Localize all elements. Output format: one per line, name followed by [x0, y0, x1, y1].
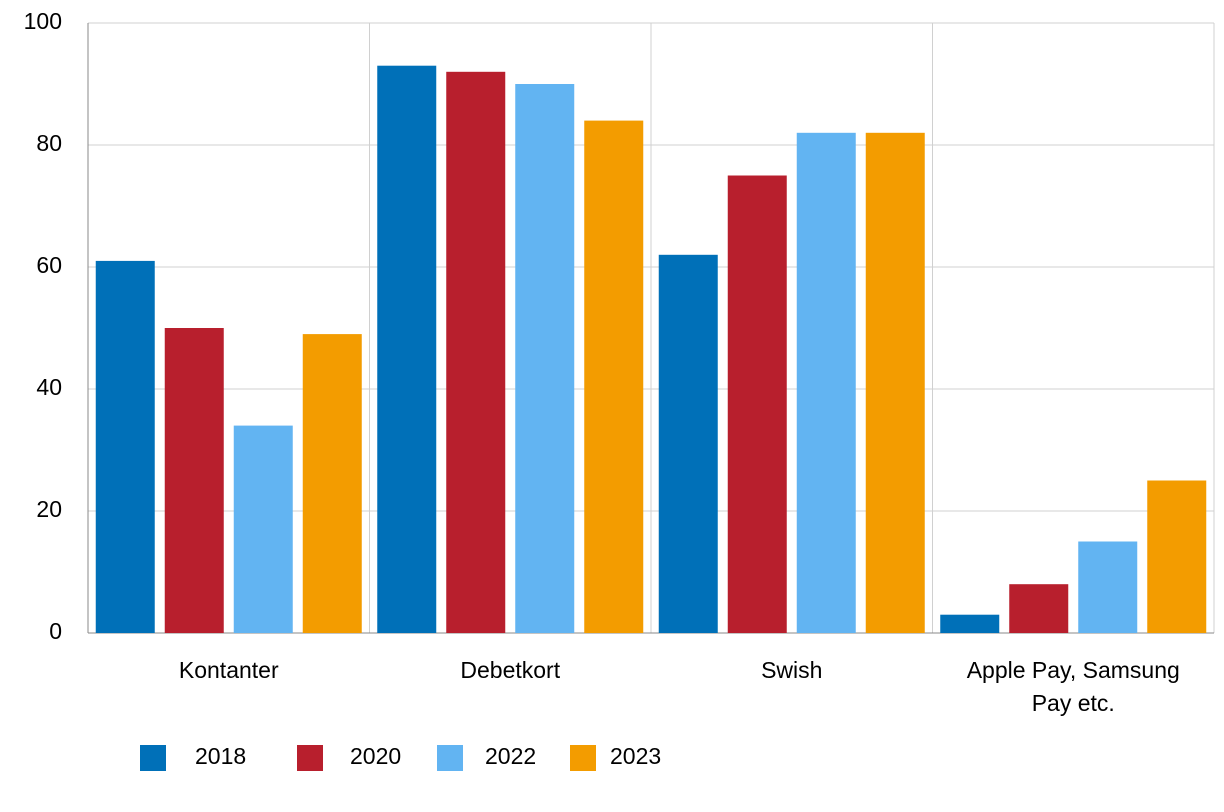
legend-swatch [297, 745, 323, 771]
legend-swatch [140, 745, 166, 771]
legend-label: 2018 [195, 743, 246, 769]
x-tick-label: Debetkort [460, 657, 561, 683]
legend-label: 2020 [350, 743, 401, 769]
bar [796, 132, 856, 634]
bar [515, 84, 575, 633]
bar [727, 175, 787, 633]
bar [164, 328, 224, 633]
bar [1078, 541, 1138, 633]
bar [377, 65, 437, 633]
y-tick-label: 0 [49, 618, 62, 644]
bar [1009, 584, 1069, 633]
y-tick-label: 60 [36, 252, 62, 278]
legend-swatch [437, 745, 463, 771]
legend-swatch [570, 745, 596, 771]
legend-label: 2022 [485, 743, 536, 769]
bar [658, 254, 718, 634]
legend-label: 2023 [610, 743, 661, 769]
bar [233, 425, 293, 633]
bar [584, 120, 644, 634]
bar [302, 334, 362, 633]
bar [446, 71, 506, 634]
bar [865, 132, 925, 634]
bar [1147, 480, 1207, 633]
y-tick-label: 20 [36, 496, 62, 522]
bar [95, 260, 155, 633]
x-tick-label: Kontanter [178, 657, 279, 683]
y-tick-label: 100 [24, 8, 62, 34]
x-tick-label: Swish [761, 657, 823, 683]
y-tick-label: 80 [36, 130, 62, 156]
bar [940, 614, 1000, 633]
y-tick-label: 40 [36, 374, 62, 400]
x-tick-label: Apple Pay, Samsung Pay etc. [966, 657, 1180, 716]
